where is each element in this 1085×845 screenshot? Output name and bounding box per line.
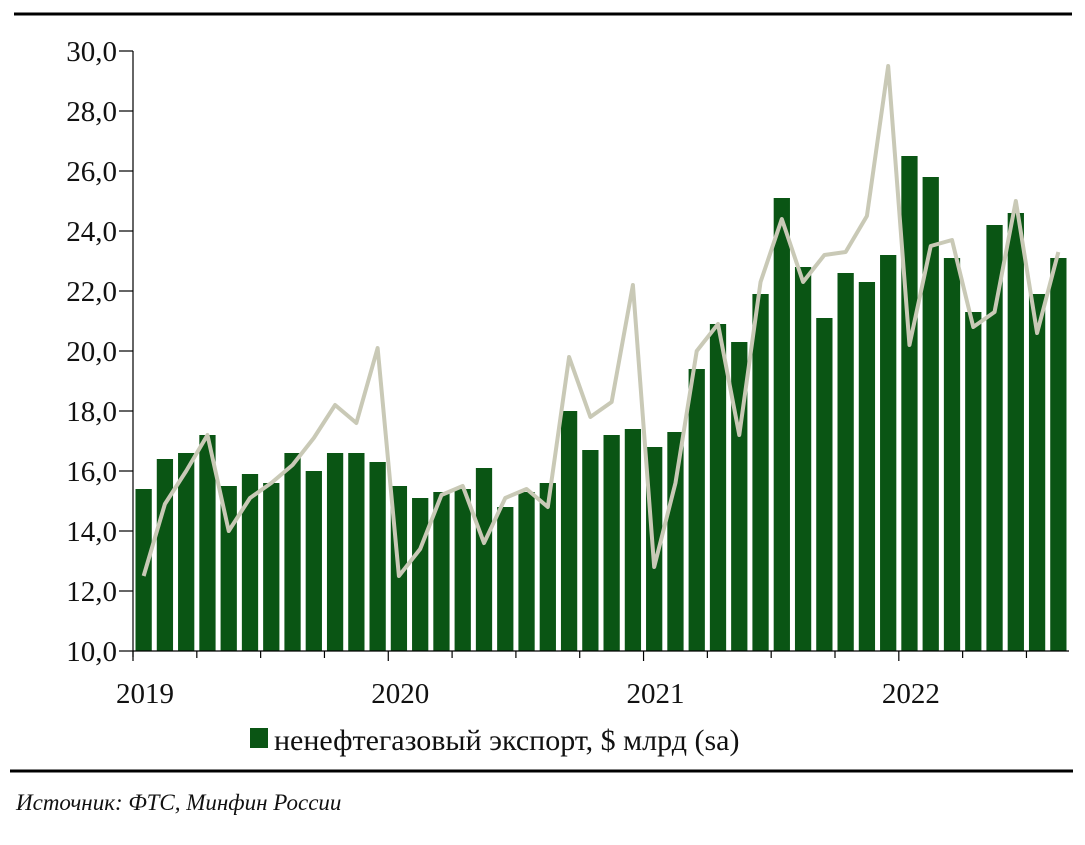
y-tick-label: 28,0 bbox=[66, 96, 117, 128]
bar bbox=[709, 324, 727, 651]
source-note: Источник: ФТС, Минфин России bbox=[16, 790, 342, 815]
bar bbox=[433, 492, 450, 651]
bar bbox=[497, 507, 514, 651]
bar bbox=[539, 483, 556, 651]
bar bbox=[560, 411, 578, 651]
bar bbox=[199, 435, 216, 651]
bar bbox=[794, 267, 812, 651]
bar bbox=[454, 489, 471, 651]
bar bbox=[156, 459, 174, 651]
y-tick-label: 26,0 bbox=[66, 156, 117, 188]
bar-series bbox=[135, 156, 1067, 651]
x-tick-label: 2019 bbox=[116, 678, 174, 710]
bar bbox=[241, 474, 259, 651]
bar bbox=[1028, 294, 1046, 651]
bar bbox=[816, 318, 833, 651]
y-tick-label: 10,0 bbox=[66, 636, 117, 668]
bar bbox=[880, 255, 897, 651]
y-tick-label: 20,0 bbox=[66, 336, 117, 368]
y-tick-label: 24,0 bbox=[66, 216, 117, 248]
bar bbox=[582, 450, 599, 651]
axes bbox=[119, 50, 1069, 661]
bar bbox=[284, 453, 301, 651]
bar bbox=[837, 273, 854, 651]
line-series bbox=[141, 64, 1061, 578]
bar bbox=[412, 498, 429, 651]
bar bbox=[369, 462, 386, 651]
bar bbox=[943, 258, 961, 651]
bar bbox=[348, 453, 365, 651]
bar bbox=[1050, 258, 1067, 651]
y-tick-label: 18,0 bbox=[66, 396, 117, 428]
bar bbox=[263, 483, 280, 651]
y-axis-labels: 10,0 12,0 14,0 16,0 18,0 20,0 22,0 24,0 26,0 28,0… bbox=[66, 36, 117, 668]
x-tick-label: 2020 bbox=[371, 678, 429, 710]
x-axis-labels: 2019 2020 2021 2022 bbox=[116, 678, 940, 710]
bar bbox=[178, 453, 195, 651]
y-tick-label: 14,0 bbox=[66, 516, 117, 548]
bar bbox=[688, 369, 705, 651]
bar bbox=[603, 435, 620, 651]
bar bbox=[624, 429, 642, 651]
bar bbox=[326, 453, 344, 651]
x-tick-label: 2022 bbox=[882, 678, 940, 710]
bar bbox=[922, 177, 939, 651]
legend-label: ненефтегазовый экспорт, $ млрд (sa) bbox=[274, 724, 739, 757]
bar bbox=[986, 225, 1003, 651]
bar bbox=[752, 294, 769, 651]
bar bbox=[1007, 213, 1024, 651]
legend-swatch bbox=[250, 728, 268, 748]
bar bbox=[305, 471, 322, 651]
y-tick-label: 22,0 bbox=[66, 276, 117, 308]
bar bbox=[773, 198, 790, 651]
bar bbox=[667, 432, 684, 651]
bar bbox=[901, 156, 918, 651]
y-tick-label: 12,0 bbox=[66, 576, 117, 608]
bar bbox=[858, 282, 876, 651]
y-tick-label: 16,0 bbox=[66, 456, 117, 488]
bar bbox=[518, 492, 535, 651]
bar bbox=[965, 312, 982, 651]
bar bbox=[475, 468, 493, 651]
y-tick-label: 30,0 bbox=[66, 36, 117, 68]
x-tick-label: 2021 bbox=[627, 678, 685, 710]
